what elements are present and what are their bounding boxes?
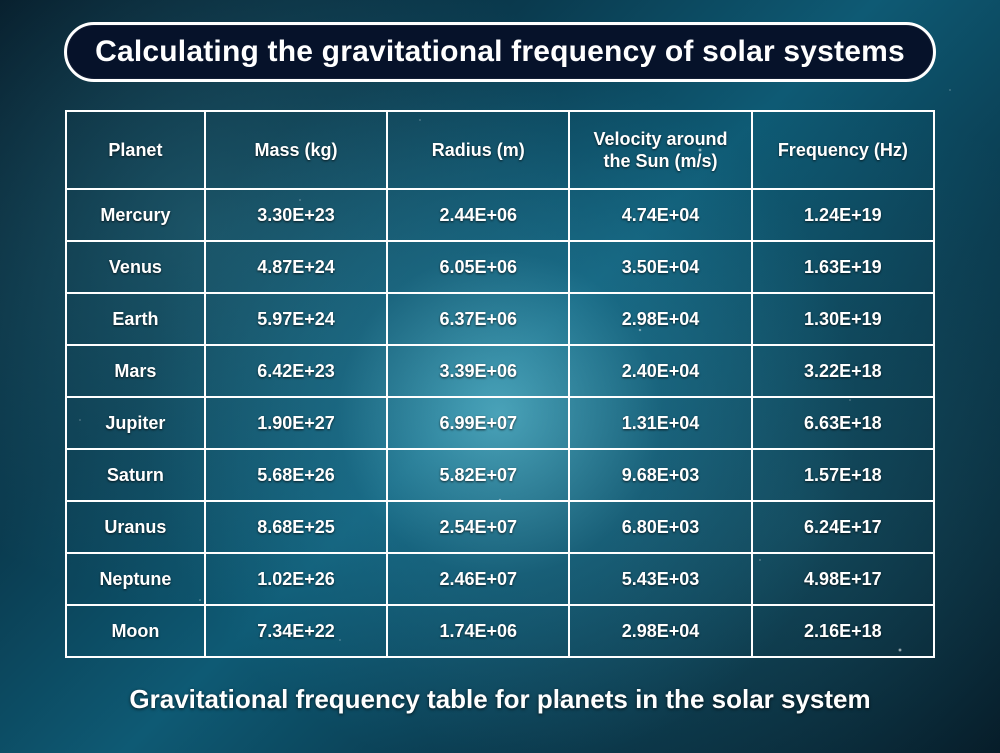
cell-frequency: 2.16E+18 <box>752 605 934 657</box>
cell-mass: 8.68E+25 <box>205 501 387 553</box>
table-row: Mercury 3.30E+23 2.44E+06 4.74E+04 1.24E… <box>66 189 934 241</box>
cell-mass: 1.02E+26 <box>205 553 387 605</box>
cell-mass: 1.90E+27 <box>205 397 387 449</box>
cell-radius: 1.74E+06 <box>387 605 569 657</box>
table-row: Venus 4.87E+24 6.05E+06 3.50E+04 1.63E+1… <box>66 241 934 293</box>
cell-frequency: 3.22E+18 <box>752 345 934 397</box>
cell-velocity: 5.43E+03 <box>569 553 751 605</box>
cell-planet: Earth <box>66 293 205 345</box>
table-row: Jupiter 1.90E+27 6.99E+07 1.31E+04 6.63E… <box>66 397 934 449</box>
cell-velocity: 9.68E+03 <box>569 449 751 501</box>
cell-frequency: 4.98E+17 <box>752 553 934 605</box>
cell-planet: Jupiter <box>66 397 205 449</box>
col-header-frequency: Frequency (Hz) <box>752 111 934 189</box>
cell-velocity: 4.74E+04 <box>569 189 751 241</box>
table-row: Uranus 8.68E+25 2.54E+07 6.80E+03 6.24E+… <box>66 501 934 553</box>
table-caption: Gravitational frequency table for planet… <box>129 684 870 715</box>
cell-frequency: 6.63E+18 <box>752 397 934 449</box>
cell-frequency: 1.63E+19 <box>752 241 934 293</box>
col-header-mass: Mass (kg) <box>205 111 387 189</box>
cell-velocity: 3.50E+04 <box>569 241 751 293</box>
cell-planet: Neptune <box>66 553 205 605</box>
cell-radius: 2.46E+07 <box>387 553 569 605</box>
cell-mass: 5.97E+24 <box>205 293 387 345</box>
cell-frequency: 1.24E+19 <box>752 189 934 241</box>
cell-velocity: 2.98E+04 <box>569 293 751 345</box>
col-header-velocity: Velocity around the Sun (m/s) <box>569 111 751 189</box>
cell-frequency: 1.30E+19 <box>752 293 934 345</box>
col-header-planet: Planet <box>66 111 205 189</box>
table-row: Mars 6.42E+23 3.39E+06 2.40E+04 3.22E+18 <box>66 345 934 397</box>
cell-radius: 2.54E+07 <box>387 501 569 553</box>
cell-radius: 3.39E+06 <box>387 345 569 397</box>
cell-planet: Moon <box>66 605 205 657</box>
cell-radius: 5.82E+07 <box>387 449 569 501</box>
cell-mass: 4.87E+24 <box>205 241 387 293</box>
cell-planet: Venus <box>66 241 205 293</box>
cell-planet: Uranus <box>66 501 205 553</box>
table-header-row: Planet Mass (kg) Radius (m) Velocity aro… <box>66 111 934 189</box>
col-header-radius: Radius (m) <box>387 111 569 189</box>
table-row: Earth 5.97E+24 6.37E+06 2.98E+04 1.30E+1… <box>66 293 934 345</box>
table-row: Neptune 1.02E+26 2.46E+07 5.43E+03 4.98E… <box>66 553 934 605</box>
cell-velocity: 2.40E+04 <box>569 345 751 397</box>
cell-velocity: 6.80E+03 <box>569 501 751 553</box>
frequency-table-container: Planet Mass (kg) Radius (m) Velocity aro… <box>65 110 935 658</box>
table-row: Saturn 5.68E+26 5.82E+07 9.68E+03 1.57E+… <box>66 449 934 501</box>
table-row: Moon 7.34E+22 1.74E+06 2.98E+04 2.16E+18 <box>66 605 934 657</box>
page-title: Calculating the gravitational frequency … <box>64 22 936 82</box>
cell-mass: 3.30E+23 <box>205 189 387 241</box>
cell-radius: 6.99E+07 <box>387 397 569 449</box>
cell-radius: 6.05E+06 <box>387 241 569 293</box>
cell-radius: 6.37E+06 <box>387 293 569 345</box>
cell-frequency: 6.24E+17 <box>752 501 934 553</box>
frequency-table: Planet Mass (kg) Radius (m) Velocity aro… <box>65 110 935 658</box>
cell-planet: Mars <box>66 345 205 397</box>
cell-mass: 5.68E+26 <box>205 449 387 501</box>
cell-mass: 7.34E+22 <box>205 605 387 657</box>
cell-mass: 6.42E+23 <box>205 345 387 397</box>
table-body: Mercury 3.30E+23 2.44E+06 4.74E+04 1.24E… <box>66 189 934 657</box>
cell-planet: Saturn <box>66 449 205 501</box>
cell-velocity: 2.98E+04 <box>569 605 751 657</box>
cell-radius: 2.44E+06 <box>387 189 569 241</box>
cell-velocity: 1.31E+04 <box>569 397 751 449</box>
cell-frequency: 1.57E+18 <box>752 449 934 501</box>
cell-planet: Mercury <box>66 189 205 241</box>
